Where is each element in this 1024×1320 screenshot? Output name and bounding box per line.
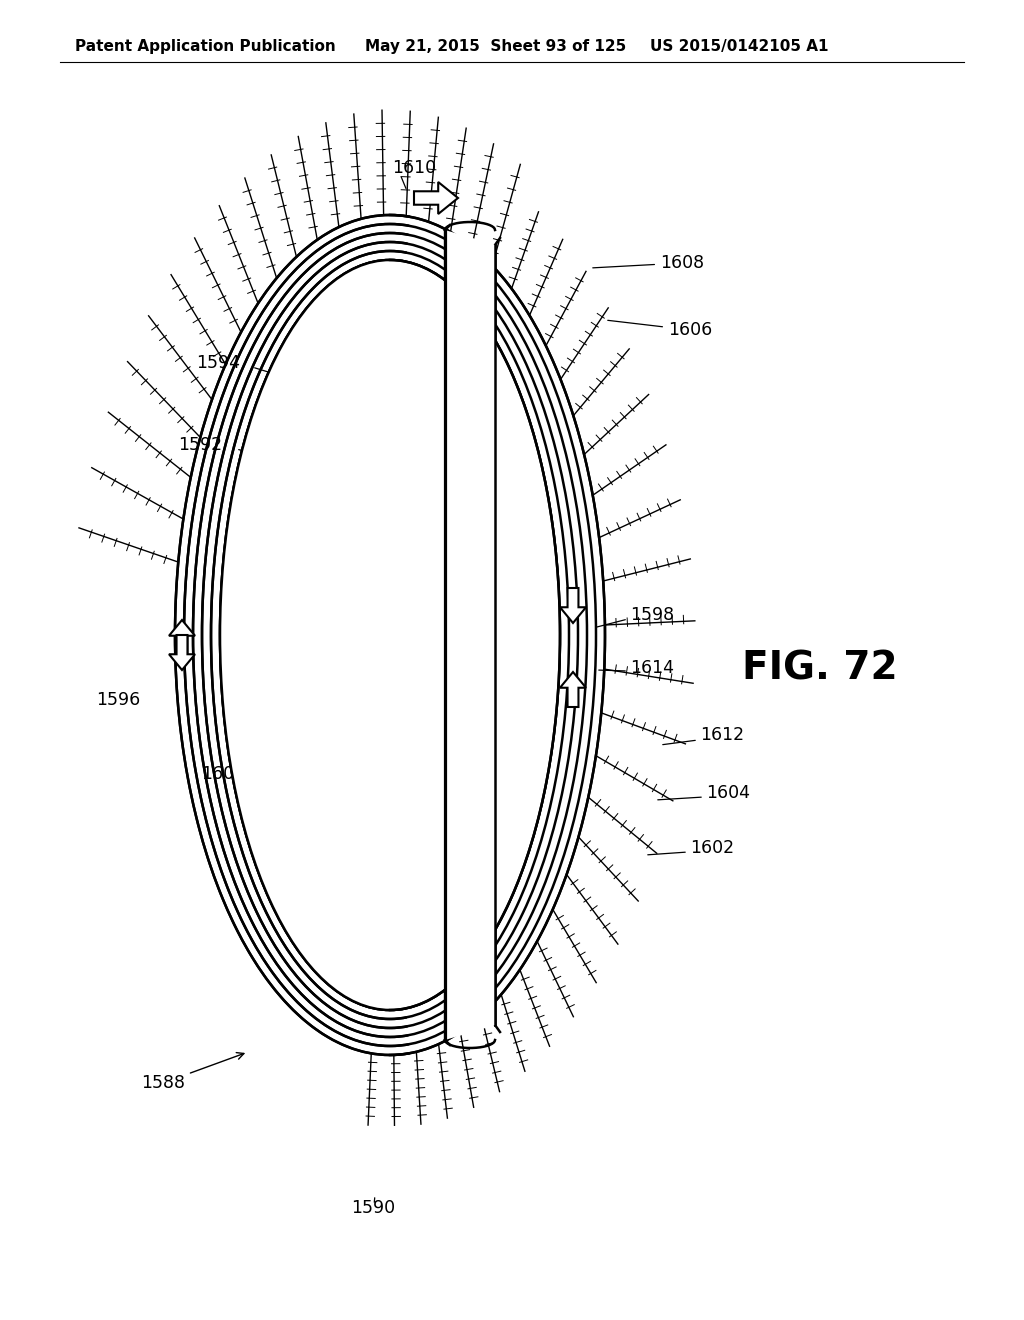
Text: 1592: 1592 bbox=[178, 436, 222, 454]
Text: 1614: 1614 bbox=[630, 659, 674, 677]
Text: 1606: 1606 bbox=[608, 321, 713, 339]
Polygon shape bbox=[414, 182, 458, 214]
Text: May 21, 2015  Sheet 93 of 125: May 21, 2015 Sheet 93 of 125 bbox=[365, 40, 627, 54]
Text: 1600: 1600 bbox=[201, 766, 315, 792]
Text: 1608: 1608 bbox=[593, 253, 705, 272]
Polygon shape bbox=[560, 672, 586, 708]
Text: 1610: 1610 bbox=[392, 158, 436, 177]
Polygon shape bbox=[169, 620, 195, 655]
Polygon shape bbox=[560, 587, 586, 623]
Text: 1602: 1602 bbox=[690, 840, 734, 857]
Text: 1588: 1588 bbox=[141, 1052, 244, 1092]
Text: 1596: 1596 bbox=[96, 690, 140, 709]
Polygon shape bbox=[445, 230, 495, 1040]
Text: 1594: 1594 bbox=[196, 354, 240, 372]
Ellipse shape bbox=[220, 260, 560, 1010]
Text: 1590: 1590 bbox=[351, 1199, 395, 1217]
Polygon shape bbox=[169, 635, 195, 671]
Text: 1604: 1604 bbox=[706, 784, 750, 803]
Text: FIG. 72: FIG. 72 bbox=[742, 649, 898, 686]
Text: 1612: 1612 bbox=[700, 726, 744, 744]
Text: Patent Application Publication: Patent Application Publication bbox=[75, 40, 336, 54]
Ellipse shape bbox=[220, 260, 560, 1010]
Polygon shape bbox=[445, 230, 495, 1040]
Text: 1598: 1598 bbox=[630, 606, 674, 624]
Text: US 2015/0142105 A1: US 2015/0142105 A1 bbox=[650, 40, 828, 54]
